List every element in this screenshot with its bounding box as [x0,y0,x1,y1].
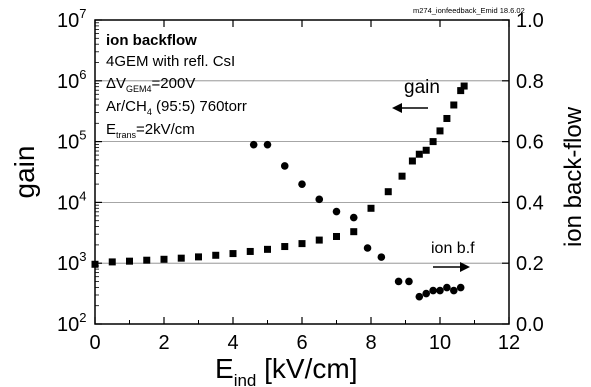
gain-point [177,254,185,262]
ion-backflow-point [249,140,258,149]
y-right-tick-label: 0.2 [516,253,544,275]
x-tick-label: 12 [498,332,520,354]
gain-point [315,236,323,244]
x-tick-label: 2 [158,332,169,354]
x-tick-label: 10 [429,332,451,354]
gain-point [429,138,437,146]
ion-backflow-point [332,207,341,216]
gain-point [246,247,254,255]
ion-backflow-point [394,277,403,286]
ion-backflow-point [443,283,451,292]
annot-layer: ion backflow 4GEM with refl. CsI ΔVGEM4=20… [106,32,475,272]
gain-point [422,146,430,154]
gain-point [408,157,416,165]
gain-point [281,243,289,251]
ion-backflow-point [405,277,413,286]
gain-point [443,114,451,122]
info-line-2: ΔVGEM4=200V [106,75,195,94]
gain-point [384,188,392,196]
gain-arrow-head [392,103,402,113]
ion-backflow-point [377,253,386,261]
gain-point [350,228,358,236]
data-layer [91,82,468,301]
x-tick-label: 6 [296,332,307,354]
gain-point [457,87,465,95]
y-right-tick-label: 0.0 [516,314,544,336]
y-left-tick-label: 104 [57,188,86,214]
gain-point [229,250,237,258]
info-line-1: 4GEM with refl. CsI [106,53,235,70]
ion-backflow-point [429,286,437,295]
ion-backflow-point [436,286,444,295]
gain-point [415,150,423,158]
ion-backflow-point [456,283,465,292]
y-right-tick-label: 0.6 [516,132,544,154]
gain-point [126,257,133,265]
gain-point [450,101,458,109]
ion-backflow-point [349,213,358,222]
y-left-tick-label: 105 [57,128,86,154]
ion-backflow-point [450,286,458,295]
gain-point [108,258,116,266]
y-right-tick-label: 0.8 [516,71,544,93]
ion-backflow-point [422,289,431,298]
gain-point [91,260,99,268]
x-tick-label: 4 [227,332,238,354]
ion-arrow-head [460,262,470,272]
ion-annotation: ion b.f [431,240,475,257]
y-right-tick-label: 0.4 [516,192,544,214]
ion-backflow-point [280,162,289,170]
info-line-4: Etrans=2kV/cm [106,121,195,140]
y-right-axis-title: ion back-flow [560,106,587,247]
y-left-tick-label: 106 [57,67,86,93]
gain-point [460,82,468,90]
ion-backflow-point [415,292,424,301]
x-tick-label: 0 [89,332,100,354]
labels-layer: 0 2 4 6 8 10 12 102 103 104 105 106 107 0.0 0.2 0.4 0.6 0… [9,6,587,387]
ion-backflow-point [363,244,372,252]
grid-layer [95,80,509,264]
gain-point [195,253,202,261]
file-tag: m274_ionfeedback_Emid 18.6.02 [413,6,525,15]
y-right-tick-label: 1.0 [516,10,544,32]
info-line-3: Ar/CH4 (95:5) 760torr [106,98,247,117]
y-left-tick-label: 103 [57,249,86,275]
gain-point [333,232,340,240]
gain-point [436,127,444,135]
gain-point [264,245,271,253]
y-left-tick-label: 107 [57,6,86,32]
info-title: ion backflow [106,32,197,49]
gain-point [367,204,375,212]
gain-annotation: gain [404,77,440,98]
y-left-tick-label: 102 [57,310,86,336]
gain-point [143,256,151,264]
gain-point [160,255,168,263]
gain-point [398,172,406,180]
x-axis-title: Eind [kV/cm] [215,353,358,387]
gain-point [212,251,220,259]
x-tick-label: 8 [365,332,376,354]
ticks-layer [94,19,510,325]
ion-backflow-point [298,180,306,188]
gain-point [298,240,306,248]
ion-backflow-point [263,140,272,149]
ion-backflow-point [315,195,324,204]
y-left-axis-title: gain [9,146,40,199]
